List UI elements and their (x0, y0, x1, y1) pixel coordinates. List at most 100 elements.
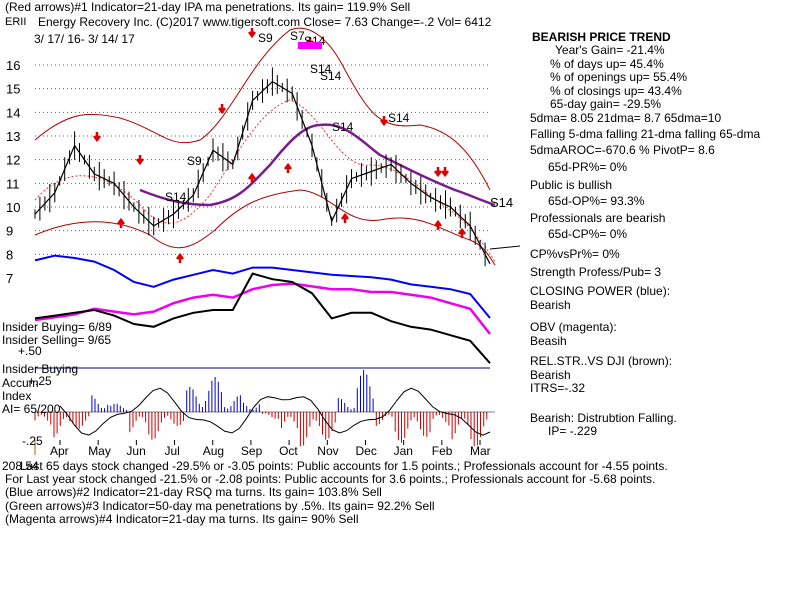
num-208: 208.54 (2, 459, 39, 473)
x-tick-label: Oct (279, 444, 298, 458)
price-bands (34, 27, 496, 266)
stat-item: % of closings up= 43.4% (550, 83, 682, 98)
footer-65day: Last 65 days stock changed -29.5% or -3.… (20, 459, 668, 473)
y-tick-label: 10 (6, 200, 20, 215)
footer-blue-arrows: (Blue arrows)#2 Indicator=21-day RSQ ma … (5, 485, 382, 499)
y-tick-label: 13 (6, 129, 20, 144)
closing-power-value: Bearish (530, 298, 571, 312)
buy-arrow-icon (117, 217, 125, 228)
magenta-marker (298, 42, 322, 49)
cp-pointer-line (489, 245, 521, 250)
accum-label: Accum (2, 376, 39, 390)
buy-arrow-icon (176, 252, 184, 263)
public-status: Public is bullish (530, 178, 613, 192)
stat-item: % of openings up= 55.4% (550, 70, 688, 84)
sell-arrow-icon (441, 167, 449, 178)
accum-index-bars (34, 370, 491, 447)
signal-s14-c: S14 (320, 69, 342, 83)
y-tick-label: 9 (6, 224, 13, 239)
indicator-1-line: (Red arrows)#1 Indicator=21-day IPA ma p… (5, 0, 411, 14)
insider-buying-count: Insider Buying= 6/89 (2, 320, 112, 334)
y-tick-label: 15 (6, 82, 20, 97)
x-tick-label: Sep (241, 444, 263, 458)
y-tick-label: 14 (6, 105, 20, 120)
signal-s14-b: S14 (310, 62, 332, 76)
indicator-lines (34, 254, 491, 364)
header-info: Energy Recovery Inc. (C)2017 www.tigerso… (38, 15, 492, 29)
sell-arrow-icon (218, 104, 226, 115)
stat-item: 65-day gain= -29.5% (550, 97, 662, 111)
x-tick-label: Mar (470, 444, 491, 458)
index-label: Index (2, 389, 32, 403)
x-tick-label: Dec (356, 444, 377, 458)
aroc-line: 5dmaAROC=-670.6 % PivotP= 8.6 (530, 143, 715, 157)
itrs-value: ITRS=-.32 (530, 381, 586, 395)
signal-s14-e: S14 (388, 111, 410, 125)
pr-line: 65d-PR%= 0% (548, 160, 628, 174)
ma-values: 5dma= 8.05 21dma= 8.7 65dma=10 (530, 111, 722, 125)
y-axis-ticks: 16 15 14 13 12 11 10 9 8 7 (6, 58, 20, 286)
x-tick-label: Feb (432, 444, 453, 458)
bearish-title: BEARISH PRICE TREND (532, 30, 671, 44)
stat-item: Year's Gain= -21.4% (555, 43, 665, 57)
y-tick-label: 12 (6, 153, 20, 168)
x-tick-label: Apr (50, 444, 69, 458)
strength-ratio: Strength Profess/Pub= 3 (530, 265, 662, 279)
professionals-status: Professionals are bearish (530, 211, 666, 225)
obv-value: Beasih (530, 334, 567, 348)
x-tick-label: May (88, 444, 111, 458)
plus-50-label: +.50 (18, 344, 42, 358)
footer-magenta-arrows: (Magenta arrows)#4 Indicator=21-day ma t… (5, 512, 359, 526)
buy-arrow-icon (284, 162, 292, 173)
sell-arrow-icon (434, 167, 442, 178)
distribution-status: Bearish: Distrubtion Falling. (530, 411, 677, 425)
y-tick-label: 7 (6, 271, 13, 286)
signal-s7: S7 (290, 29, 305, 43)
signal-s14-right: S14 (490, 195, 513, 210)
relstr-value: Bearish (530, 368, 571, 382)
relstr-line (34, 272, 491, 364)
signal-s14-d: S14 (332, 120, 354, 134)
x-axis-ticks: Apr May Jun Jul Aug Sep Oct Nov Dec Jan Feb Mar (50, 440, 491, 458)
price-bars (34, 67, 486, 267)
signal-arrows (93, 28, 466, 263)
sell-arrow-icon (248, 28, 256, 39)
x-tick-label: Aug (203, 444, 224, 458)
signal-s14-f: S14 (165, 190, 187, 204)
buy-arrow-icon (248, 172, 256, 183)
sell-arrow-icon (136, 155, 144, 166)
y-tick-label: 11 (6, 176, 20, 191)
date-range: 3/ 17/ 16- 3/ 14/ 17 (34, 32, 135, 46)
buy-arrow-icon (458, 227, 466, 238)
sell-arrow-icon (93, 132, 101, 143)
signal-s9-a: S9 (258, 31, 273, 45)
ticker-symbol: ERII (5, 16, 27, 28)
sell-arrow-icon (380, 116, 388, 127)
65dma-line (139, 123, 496, 207)
insider-buying-label: Insider Buying (2, 362, 79, 376)
cp-line: 65d-CP%= 0% (548, 227, 628, 241)
y-tick-label: 16 (6, 58, 20, 73)
footer-year: For Last year stock changed -21.5% or -2… (5, 472, 656, 486)
obv-line (34, 282, 491, 335)
ai-label: AI= 65/200 (2, 402, 61, 416)
ip-value: IP= -.229 (548, 424, 598, 438)
x-tick-label: Nov (317, 444, 338, 458)
stat-item: % of days up= 45.4% (550, 56, 664, 71)
relstr-title: REL.STR..VS DJI (brown): (530, 354, 673, 368)
x-tick-label: Jan (394, 444, 413, 458)
buy-arrow-icon (434, 219, 442, 230)
footer-green-arrows: (Green arrows)#3 Indicator=50-day ma pen… (5, 499, 435, 513)
trend-line: Falling 5-dma falling 21-dma falling 65-… (530, 127, 761, 141)
op-line: 65d-OP%= 93.3% (548, 194, 645, 208)
closing-power-title: CLOSING POWER (blue): (530, 284, 671, 298)
plus-25-label: +.25 (28, 374, 52, 388)
obv-title: OBV (magenta): (530, 320, 617, 334)
insider-selling-count: Insider Selling= 9/65 (2, 333, 112, 347)
minus-25-label: -.25 (22, 434, 43, 448)
signal-s9-b: S9 (187, 154, 202, 168)
x-tick-label: Jul (165, 444, 180, 458)
buy-arrow-icon (341, 212, 349, 223)
closing-power-line (34, 254, 491, 319)
